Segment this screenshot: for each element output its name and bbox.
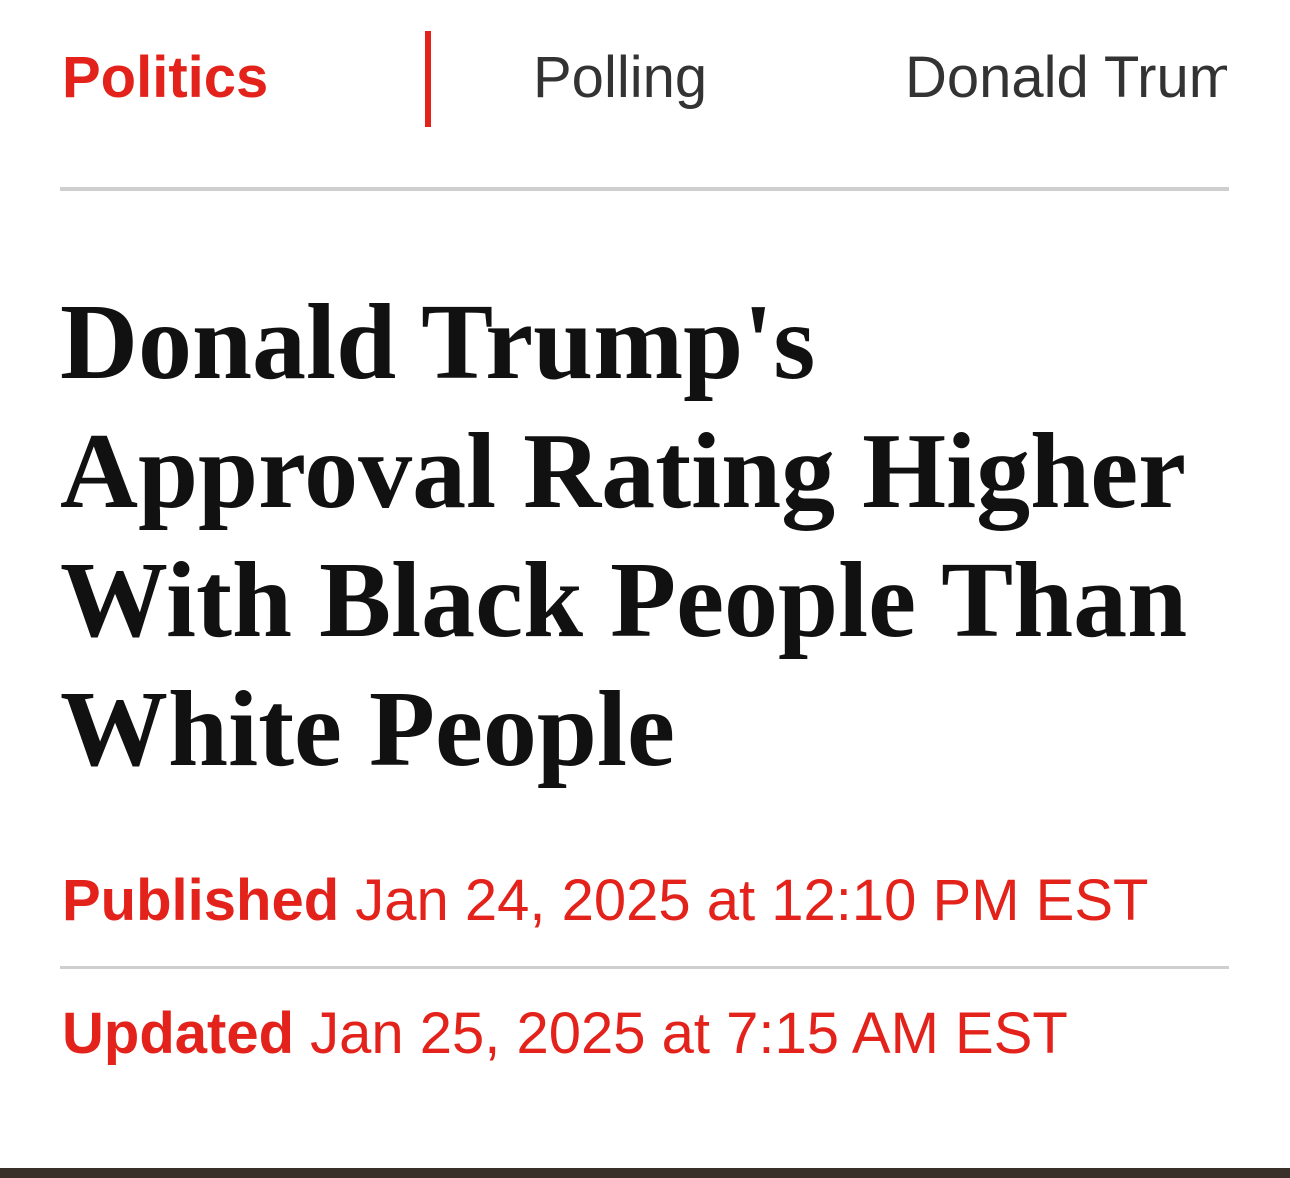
nav-politics[interactable]: Politics: [62, 45, 269, 110]
headline-line: Approval Rating Higher: [60, 412, 1187, 531]
headline-line: With Black People Than: [60, 541, 1188, 660]
separator: [60, 966, 1229, 969]
separator: [60, 187, 1229, 191]
image-edge: [0, 1168, 1290, 1178]
headline-line: Donald Trump's: [60, 283, 816, 402]
published-date: Jan 24, 2025 at 12:10 PM EST: [355, 868, 1149, 933]
published: Published Jan 24, 2025 at 12:10 PM EST: [62, 866, 1148, 936]
updated-label: Updated: [62, 1001, 294, 1066]
headline-line: White People: [60, 670, 675, 789]
nav-topic[interactable]: Donald Trum: [905, 45, 1227, 110]
headline: Donald Trump's Approval Rating Higher Wi…: [60, 278, 1187, 794]
updated-date: Jan 25, 2025 at 7:15 AM EST: [310, 1001, 1068, 1066]
updated: Updated Jan 25, 2025 at 7:15 AM EST: [62, 999, 1068, 1069]
nav-divider: [425, 31, 431, 127]
published-label: Published: [62, 868, 340, 933]
nav-polling[interactable]: Polling: [533, 45, 708, 110]
